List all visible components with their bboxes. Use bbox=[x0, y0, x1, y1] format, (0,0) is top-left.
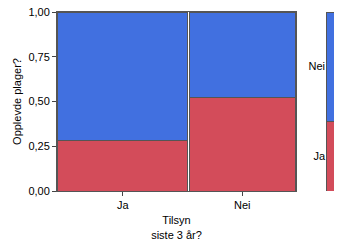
svg-text:0,25: 0,25 bbox=[28, 140, 49, 152]
svg-text:0,00: 0,00 bbox=[28, 185, 49, 197]
svg-text:0,50: 0,50 bbox=[28, 95, 49, 107]
svg-text:0,75: 0,75 bbox=[28, 51, 49, 63]
svg-text:Ja: Ja bbox=[117, 199, 130, 211]
svg-text:Nei: Nei bbox=[308, 60, 325, 72]
svg-text:Opplevde plager?: Opplevde plager? bbox=[11, 58, 23, 145]
svg-text:1,00: 1,00 bbox=[28, 6, 49, 18]
svg-text:Tilsynsiste 3 år?: Tilsynsiste 3 år? bbox=[151, 214, 202, 240]
svg-text:Ja: Ja bbox=[313, 150, 326, 162]
svg-text:Nei: Nei bbox=[234, 199, 251, 211]
